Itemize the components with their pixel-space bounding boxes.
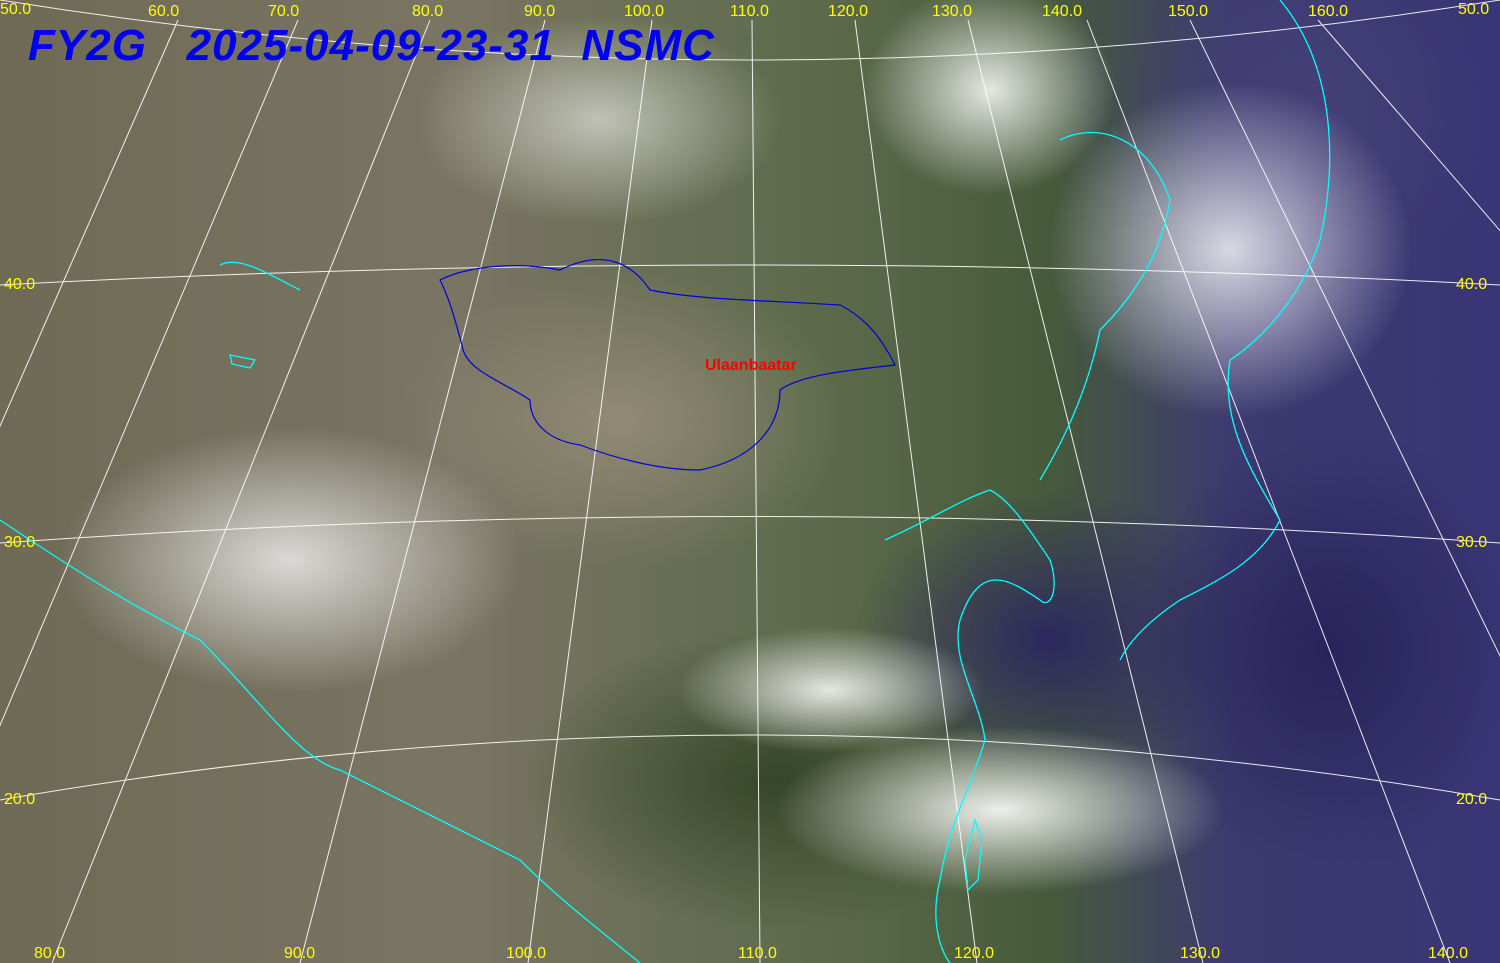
lon-label-bottom: 90.0 <box>284 945 316 962</box>
longitude-line-80 <box>51 19 431 963</box>
latitude-line-40 <box>0 264 1500 286</box>
lon-label-top: 50.0 <box>0 1 32 18</box>
agency: NSMC <box>581 21 715 70</box>
lon-label-bottom: 140.0 <box>1428 945 1469 962</box>
longitude-line-140 <box>1086 19 1451 963</box>
lon-label-top: 100.0 <box>624 3 665 20</box>
lat-label-left: 20.0 <box>4 791 36 808</box>
lon-label-top: 140.0 <box>1042 3 1083 20</box>
mongolia-border <box>439 259 896 471</box>
satellite-name: FY2G <box>28 21 147 70</box>
coastlines <box>0 0 1331 963</box>
longitude-line-130 <box>967 19 1204 963</box>
longitude-line-100 <box>527 19 653 963</box>
longitude-line-70 <box>0 19 299 727</box>
lon-label-top: 80.0 <box>412 3 444 20</box>
lat-label-right: 20.0 <box>1456 791 1488 808</box>
lon-label-bottom: 120.0 <box>954 945 995 962</box>
longitude-line-60 <box>0 19 179 428</box>
latitude-line-20 <box>0 734 1500 801</box>
lon-label-bottom: 110.0 <box>738 945 777 962</box>
image-title: FY2G 2025-04-09-23-31 NSMC <box>28 24 715 68</box>
lon-label-top: 150.0 <box>1168 3 1209 20</box>
longitude-line-160 <box>1317 19 1500 232</box>
lon-label-bottom: 130.0 <box>1180 945 1221 962</box>
lat-label-right: 40.0 <box>1456 276 1488 293</box>
longitude-line-90 <box>299 19 546 963</box>
lon-label-top: 110.0 <box>730 3 769 20</box>
latitude-line-30 <box>0 516 1500 544</box>
lon-label-top: 90.0 <box>524 3 556 20</box>
lat-label-left: 30.0 <box>4 534 36 551</box>
lon-label-top: 50.0 <box>1458 1 1490 18</box>
lon-label-top: 70.0 <box>268 3 300 20</box>
lon-label-bottom: 80.0 <box>34 945 66 962</box>
lon-label-top: 120.0 <box>828 3 869 20</box>
city-label-ulaanbaatar: Ulaanbaatar <box>705 357 797 374</box>
longitude-line-150 <box>1189 19 1500 658</box>
latitude-line-50 <box>0 0 1500 61</box>
timestamp: 2025-04-09-23-31 <box>186 21 555 70</box>
lat-label-right: 30.0 <box>1456 534 1488 551</box>
lon-label-top: 130.0 <box>932 3 973 20</box>
lon-label-top: 160.0 <box>1308 3 1349 20</box>
lat-label-left: 40.0 <box>4 276 36 293</box>
lon-label-bottom: 100.0 <box>506 945 547 962</box>
lon-label-top: 60.0 <box>148 3 180 20</box>
longitude-line-120 <box>854 19 978 963</box>
longitude-line-110 <box>751 19 761 963</box>
